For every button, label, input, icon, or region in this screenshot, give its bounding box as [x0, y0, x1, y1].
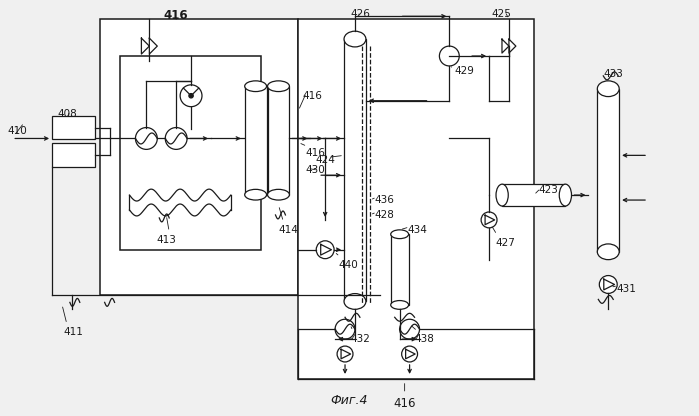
Text: 416: 416: [305, 149, 325, 158]
Ellipse shape: [268, 81, 289, 92]
Circle shape: [402, 346, 417, 362]
Text: 430: 430: [305, 165, 325, 175]
Text: 416: 416: [394, 397, 416, 410]
Text: 431: 431: [617, 285, 636, 295]
Text: 427: 427: [495, 238, 515, 248]
Circle shape: [400, 319, 419, 339]
Text: Фиг.4: Фиг.4: [330, 394, 368, 407]
Text: 408: 408: [57, 109, 77, 119]
Circle shape: [136, 128, 157, 149]
Ellipse shape: [268, 189, 289, 200]
Bar: [100, 19, 298, 295]
Ellipse shape: [245, 189, 266, 200]
Text: 410: 410: [7, 126, 27, 136]
Bar: [502, 184, 565, 206]
Bar: [298, 19, 534, 379]
Bar: [120, 56, 261, 250]
Text: 440: 440: [338, 260, 358, 270]
Circle shape: [335, 319, 355, 339]
Circle shape: [180, 85, 202, 106]
Text: 433: 433: [603, 69, 624, 79]
Circle shape: [165, 128, 187, 149]
Circle shape: [440, 46, 459, 66]
Bar: [391, 234, 409, 305]
Text: 423: 423: [539, 185, 559, 195]
Circle shape: [337, 346, 353, 362]
Ellipse shape: [245, 81, 266, 92]
Text: 411: 411: [64, 327, 84, 337]
Ellipse shape: [391, 300, 409, 310]
Text: 434: 434: [408, 225, 428, 235]
Bar: [245, 86, 266, 195]
Circle shape: [189, 94, 193, 98]
Bar: [598, 89, 619, 252]
Text: 426: 426: [350, 9, 370, 19]
Text: 416: 416: [164, 9, 189, 22]
Ellipse shape: [598, 244, 619, 260]
Text: 416: 416: [302, 91, 322, 101]
Text: 438: 438: [415, 334, 435, 344]
Bar: [344, 39, 366, 302]
Text: 413: 413: [157, 235, 176, 245]
Bar: [52, 144, 94, 167]
Text: 425: 425: [491, 9, 511, 19]
Circle shape: [481, 212, 497, 228]
Ellipse shape: [598, 81, 619, 97]
Ellipse shape: [559, 184, 572, 206]
Text: 414: 414: [278, 225, 298, 235]
Ellipse shape: [344, 31, 366, 47]
Bar: [268, 86, 289, 195]
Text: 428: 428: [375, 210, 395, 220]
Text: 436: 436: [375, 195, 395, 205]
Text: 432: 432: [350, 334, 370, 344]
Ellipse shape: [344, 294, 366, 310]
Text: 429: 429: [454, 66, 474, 76]
Ellipse shape: [391, 230, 409, 239]
Circle shape: [599, 275, 617, 293]
Ellipse shape: [496, 184, 508, 206]
Text: 424: 424: [315, 155, 335, 165]
Bar: [52, 116, 94, 139]
Circle shape: [316, 241, 334, 259]
